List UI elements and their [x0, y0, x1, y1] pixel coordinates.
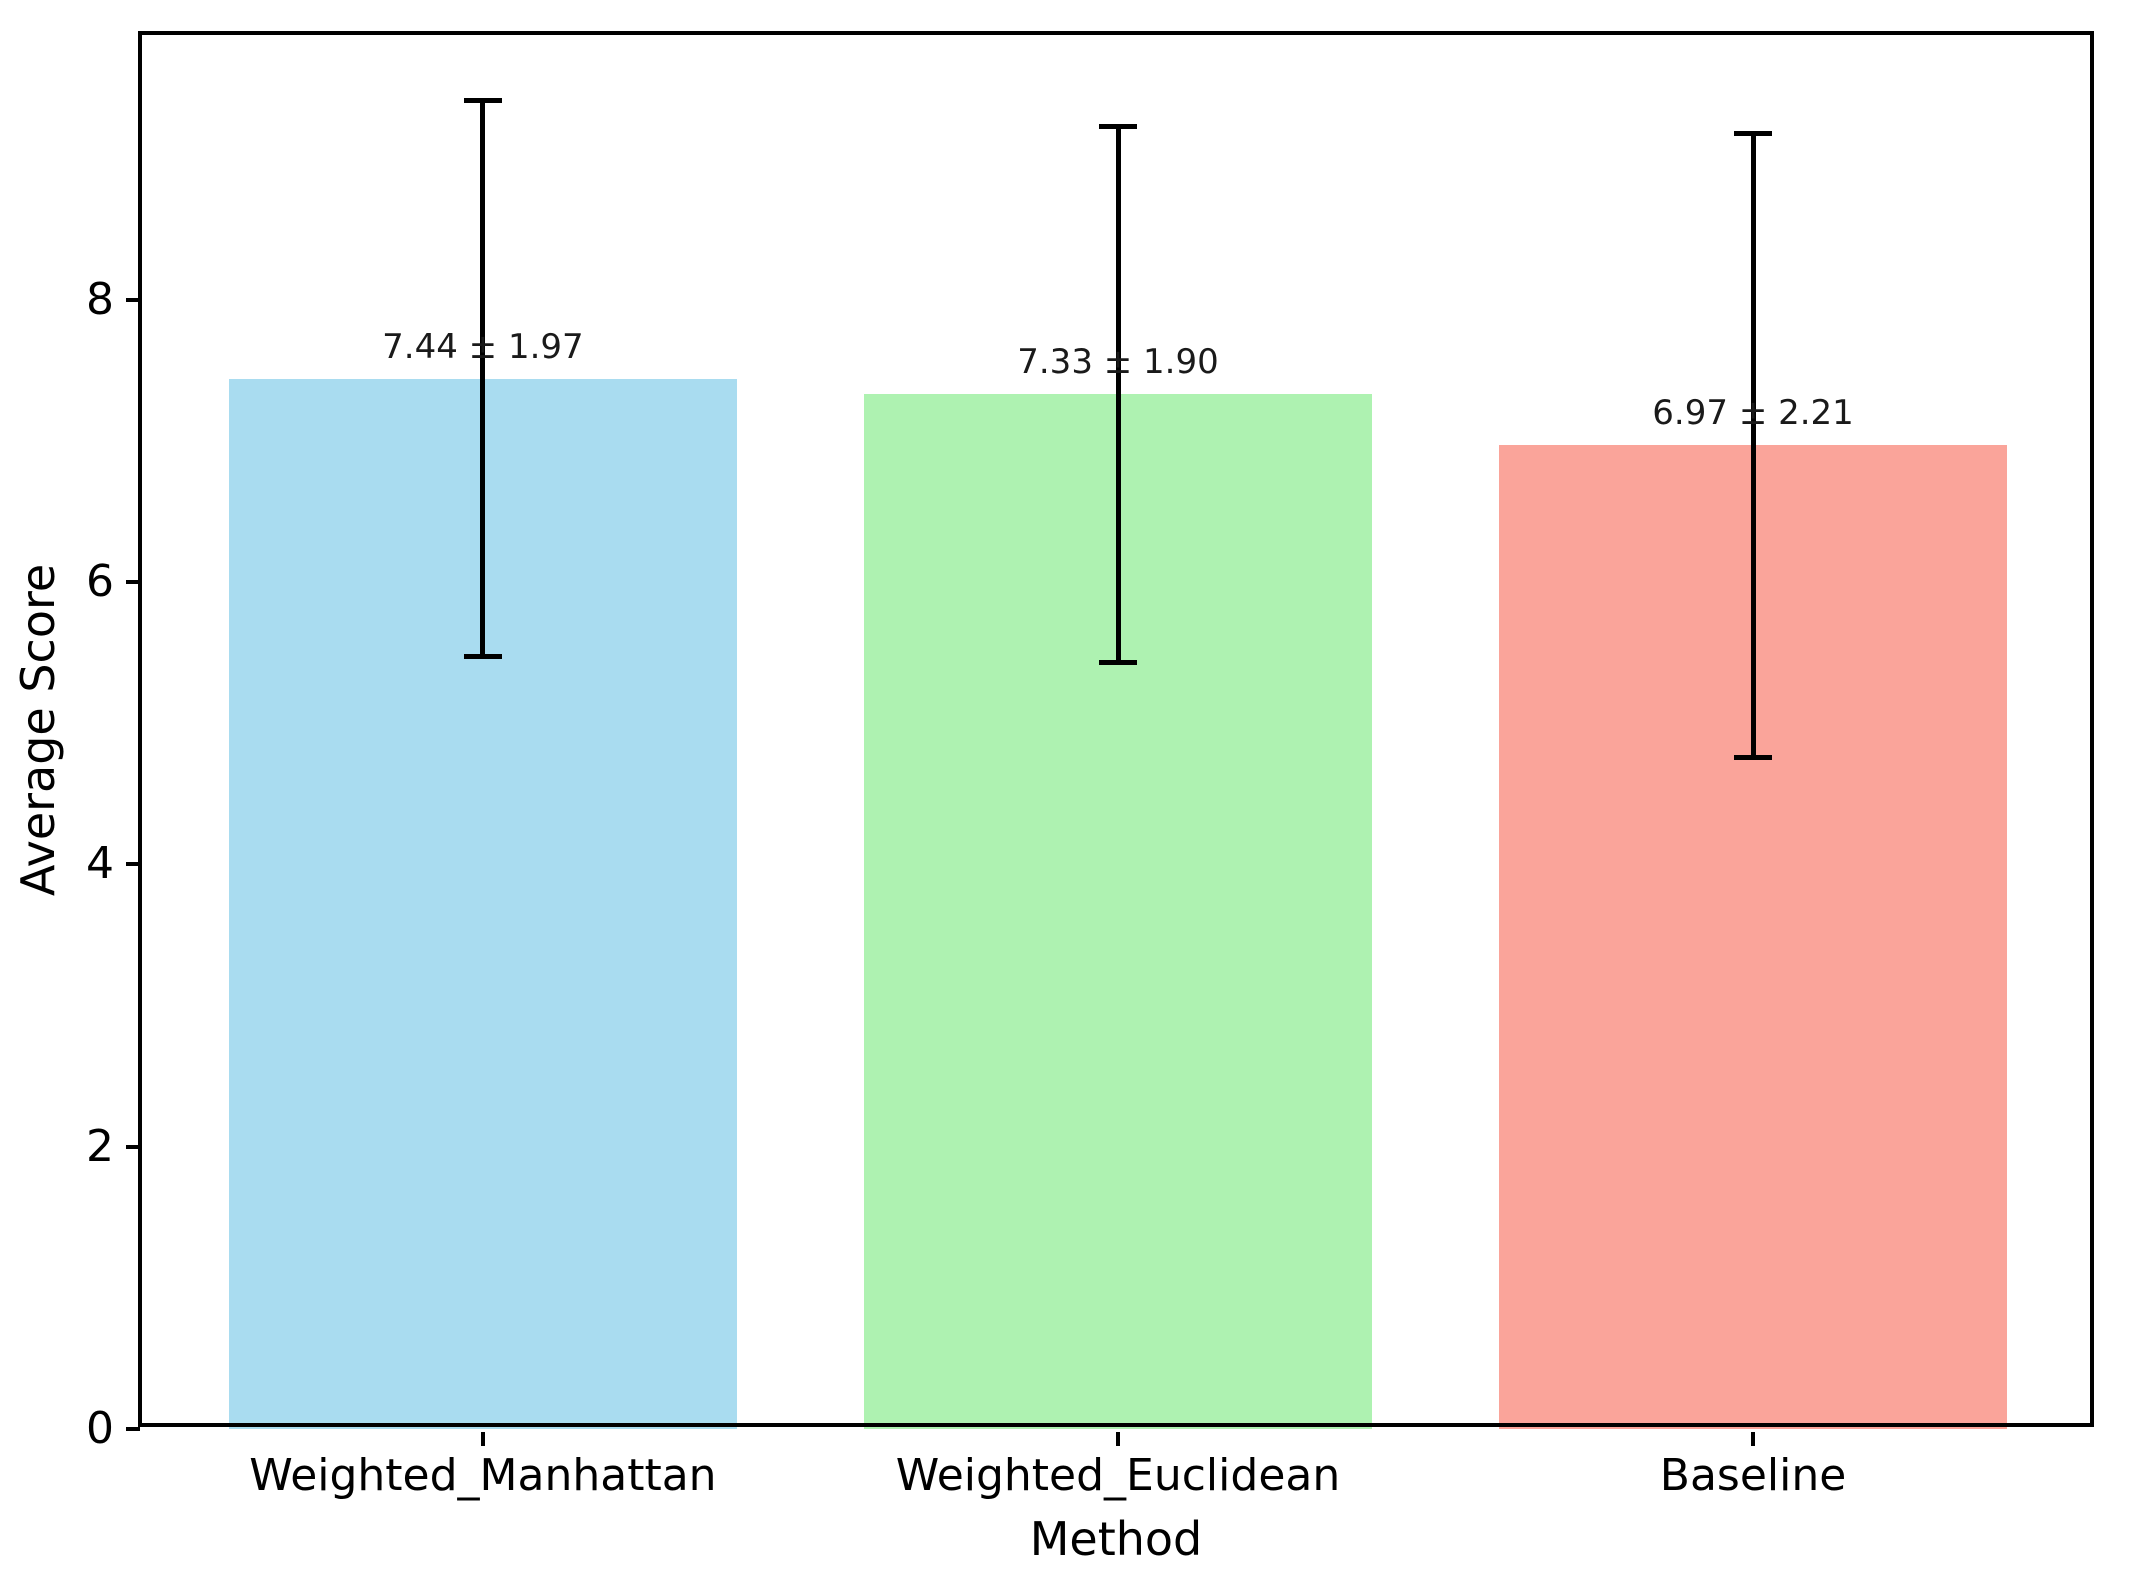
x-tick-baseline [1751, 1432, 1756, 1446]
errorbar-line-weighted-manhattan [480, 100, 486, 657]
x-tick-weighted-manhattan [480, 1432, 485, 1446]
y-tick-0 [126, 1427, 140, 1431]
value-label-weighted-euclidean: 7.33 ± 1.90 [1017, 342, 1219, 383]
errorbar-cap-top-baseline [1734, 130, 1773, 136]
x-tick-label-weighted-euclidean: Weighted_Euclidean [895, 1450, 1341, 1501]
x-tick-label-weighted-manhattan: Weighted_Manhattan [249, 1450, 717, 1501]
errorbar-cap-top-weighted-euclidean [1099, 123, 1137, 129]
x-tick-weighted-euclidean [1116, 1432, 1120, 1446]
y-tick-label-6: 6 [86, 556, 114, 608]
errorbar-line-baseline [1750, 133, 1756, 758]
value-label-baseline: 6.97 ± 2.21 [1652, 393, 1854, 434]
y-axis-label: Average Score [11, 563, 65, 897]
errorbar-cap-bottom-weighted-manhattan [463, 654, 502, 660]
y-tick-label-2: 2 [86, 1120, 114, 1172]
y-tick-label-0: 0 [86, 1403, 114, 1454]
y-tick-2 [126, 1144, 140, 1149]
y-tick-6 [126, 580, 140, 585]
x-tick-label-baseline: Baseline [1659, 1450, 1847, 1501]
errorbar-cap-bottom-baseline [1734, 754, 1773, 760]
value-label-weighted-manhattan: 7.44 ± 1.97 [382, 326, 584, 367]
errorbar-cap-bottom-weighted-euclidean [1099, 660, 1137, 666]
y-tick-label-4: 4 [86, 838, 114, 890]
x-axis-label: Method [1029, 1512, 1203, 1566]
errorbar-cap-top-weighted-manhattan [463, 98, 502, 104]
y-tick-label-8: 8 [86, 273, 114, 325]
errorbar-line-weighted-euclidean [1115, 126, 1121, 663]
y-tick-8 [126, 297, 140, 302]
y-tick-4 [126, 862, 140, 867]
